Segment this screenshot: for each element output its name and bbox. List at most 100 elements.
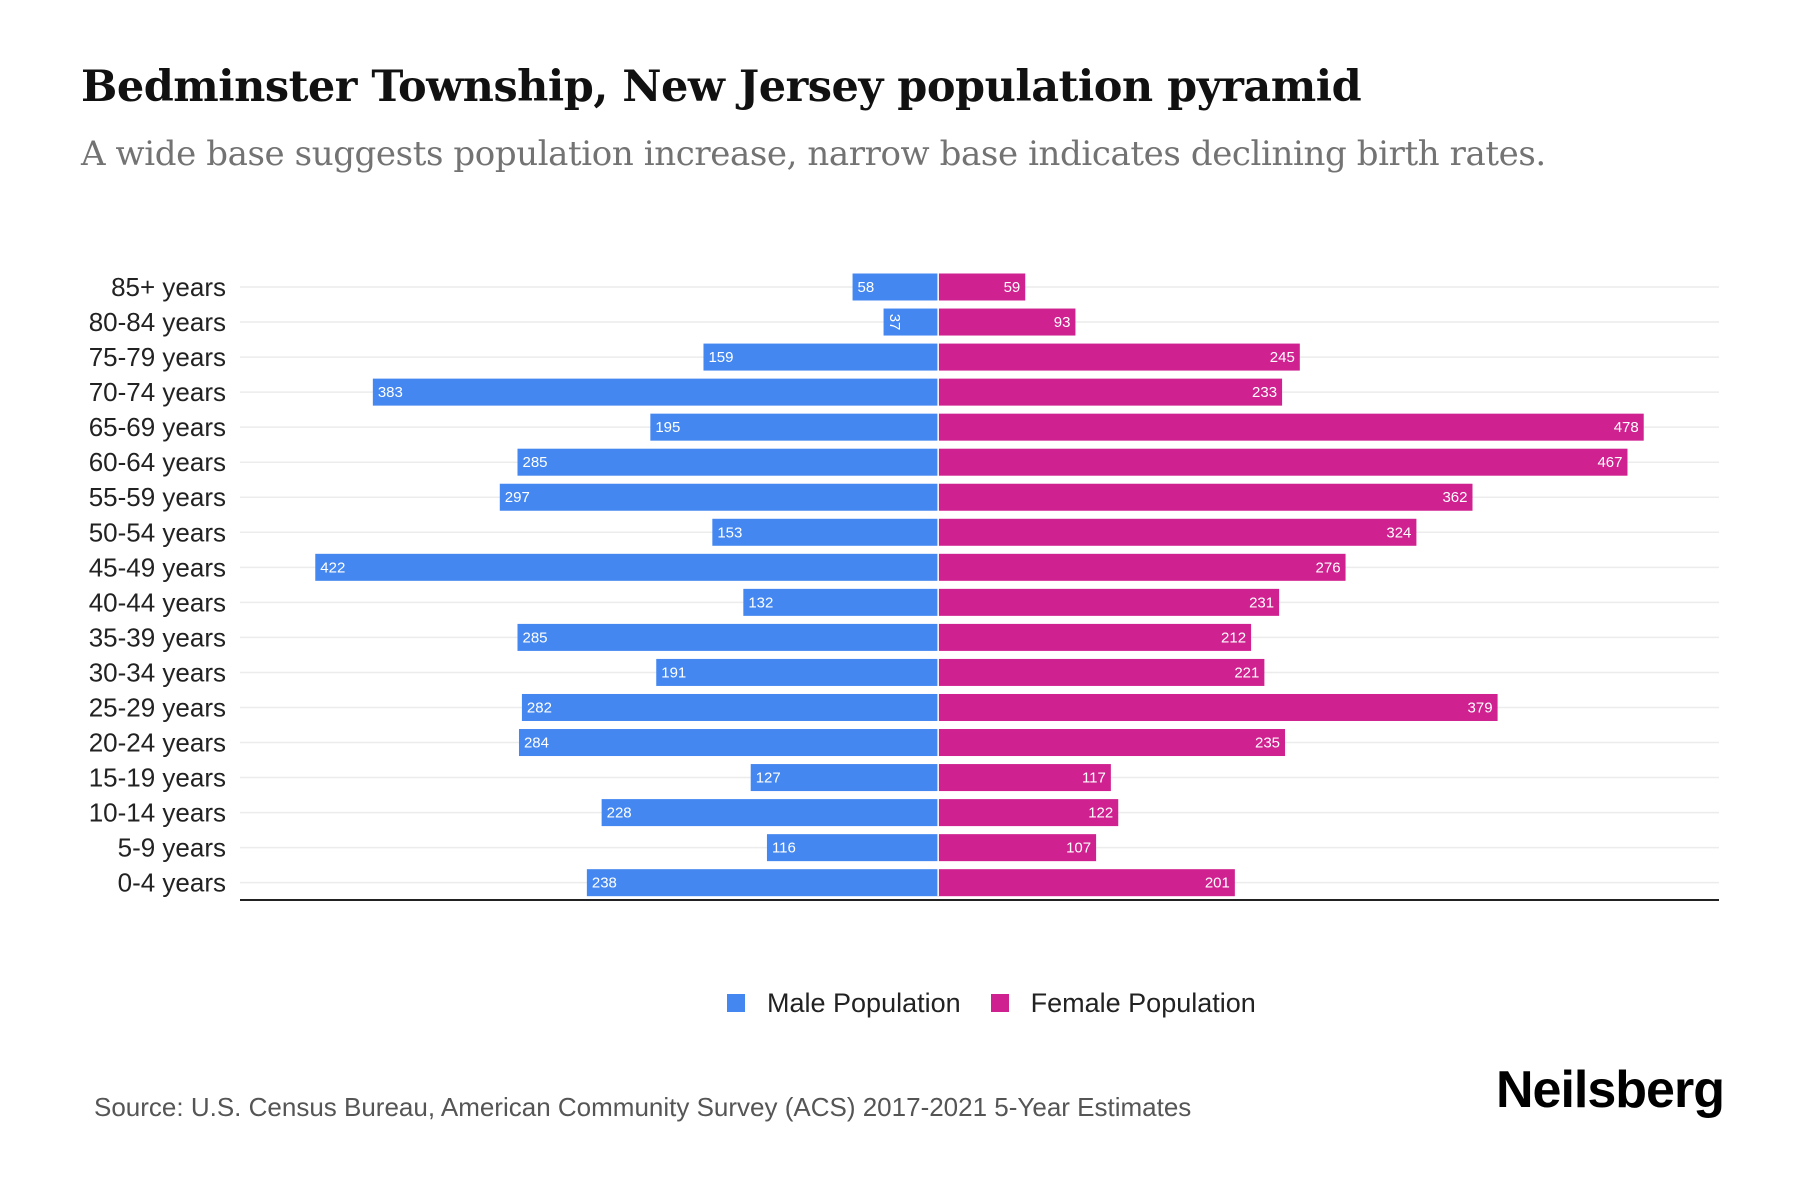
bar-male [766, 834, 939, 862]
value-label-female: 212 [1221, 629, 1246, 646]
category-label: 20-24 years [89, 728, 226, 758]
category-label: 50-54 years [89, 517, 226, 547]
legend-label-male: Male Population [767, 987, 961, 1018]
value-label-male: 195 [655, 419, 680, 436]
category-label: 75-79 years [89, 342, 226, 372]
value-label-male: 58 [858, 279, 875, 296]
category-label: 85+ years [111, 272, 226, 302]
value-label-male: 127 [756, 770, 781, 787]
bar-female [938, 378, 1283, 406]
value-label-female: 231 [1249, 594, 1274, 611]
value-label-male: 159 [708, 349, 733, 366]
bar-female [938, 448, 1628, 476]
bar-male [656, 658, 939, 686]
bar-female [938, 834, 1097, 862]
bars [315, 273, 1644, 897]
category-label: 70-74 years [89, 377, 226, 407]
category-label: 5-9 years [118, 833, 226, 863]
value-label-female: 379 [1468, 699, 1493, 716]
value-label-female: 324 [1386, 524, 1411, 541]
bar-female [938, 764, 1111, 792]
category-label: 45-49 years [89, 552, 226, 582]
legend-item-male: Male Population [727, 988, 961, 1019]
bar-female [938, 658, 1265, 686]
value-label-female: 201 [1205, 875, 1230, 892]
bar-female [938, 483, 1473, 511]
category-label: 25-29 years [89, 692, 226, 722]
bar-female [938, 693, 1498, 721]
legend: Male Population Female Population [727, 986, 1286, 1020]
category-label: 80-84 years [89, 307, 226, 337]
source-note: Source: U.S. Census Bureau, American Com… [94, 1092, 1192, 1122]
category-label: 40-44 years [89, 587, 226, 617]
bar-male [517, 623, 939, 651]
bar-male [521, 693, 939, 721]
legend-swatch-male [727, 994, 745, 1012]
bar-female [938, 623, 1252, 651]
value-label-male: 37 [886, 314, 903, 331]
bar-female [938, 799, 1119, 827]
bar-female [938, 308, 1076, 336]
value-label-male: 132 [748, 594, 773, 611]
bar-male [712, 518, 939, 546]
value-label-male: 284 [524, 735, 549, 752]
value-label-female: 122 [1088, 805, 1113, 822]
bar-female [938, 588, 1280, 616]
value-label-male: 191 [661, 664, 686, 681]
bar-female [938, 869, 1235, 897]
bar-female [938, 413, 1644, 441]
legend-item-female: Female Population [990, 987, 1256, 1019]
category-labels: 85+ years 80-84 years 75-79 years 70-74 yea… [89, 272, 226, 898]
bar-female [938, 273, 1026, 301]
bar-male [743, 588, 939, 616]
value-label-female: 93 [1054, 314, 1071, 331]
neilsberg-logo: Neilsberg [1496, 1061, 1725, 1119]
value-label-male: 422 [320, 559, 345, 576]
category-label: 0-4 years [118, 868, 226, 898]
bar-male [601, 799, 939, 827]
bar-female [938, 343, 1300, 371]
bar-male [518, 729, 939, 757]
value-label-female: 362 [1442, 489, 1467, 506]
bar-male [750, 764, 939, 792]
value-label-female: 221 [1234, 664, 1259, 681]
value-label-male: 285 [522, 629, 547, 646]
category-label: 10-14 years [89, 798, 226, 828]
value-label-female: 467 [1597, 454, 1622, 471]
value-label-male: 116 [772, 840, 796, 857]
value-label-female: 59 [1004, 279, 1021, 296]
bar-male [517, 448, 939, 476]
category-label: 35-39 years [89, 622, 226, 652]
bar-female [938, 518, 1417, 546]
bar-female [938, 553, 1346, 581]
value-label-female: 117 [1082, 770, 1106, 787]
category-label: 30-34 years [89, 657, 226, 687]
value-label-female: 276 [1316, 559, 1341, 576]
category-label: 15-19 years [89, 763, 226, 793]
category-label: 60-64 years [89, 447, 226, 477]
value-label-male: 282 [527, 699, 552, 716]
bar-male [372, 378, 939, 406]
chart-subtitle: A wide base suggests population increase… [81, 134, 1546, 174]
value-labels: 58 37 159 383 195 285 297 153 422 132 285 191 282 284… [320, 279, 1638, 892]
value-label-male: 153 [717, 524, 742, 541]
bar-male [315, 553, 939, 581]
category-label: 55-59 years [89, 482, 226, 512]
category-label: 65-69 years [89, 412, 226, 442]
value-label-male: 228 [607, 805, 632, 822]
value-label-female: 107 [1066, 840, 1091, 857]
bar-male [499, 483, 939, 511]
bar-male [852, 273, 939, 301]
value-label-male: 297 [505, 489, 530, 506]
gridlines [240, 286, 1719, 884]
value-label-female: 245 [1270, 349, 1295, 366]
legend-label-female: Female Population [1030, 987, 1256, 1018]
legend-swatch-female [990, 994, 1009, 1012]
value-label-female: 478 [1614, 419, 1639, 436]
bar-male [703, 343, 939, 371]
value-label-female: 233 [1252, 384, 1277, 401]
value-label-male: 383 [378, 384, 403, 401]
bar-female [938, 729, 1286, 757]
value-label-male: 238 [592, 875, 617, 892]
